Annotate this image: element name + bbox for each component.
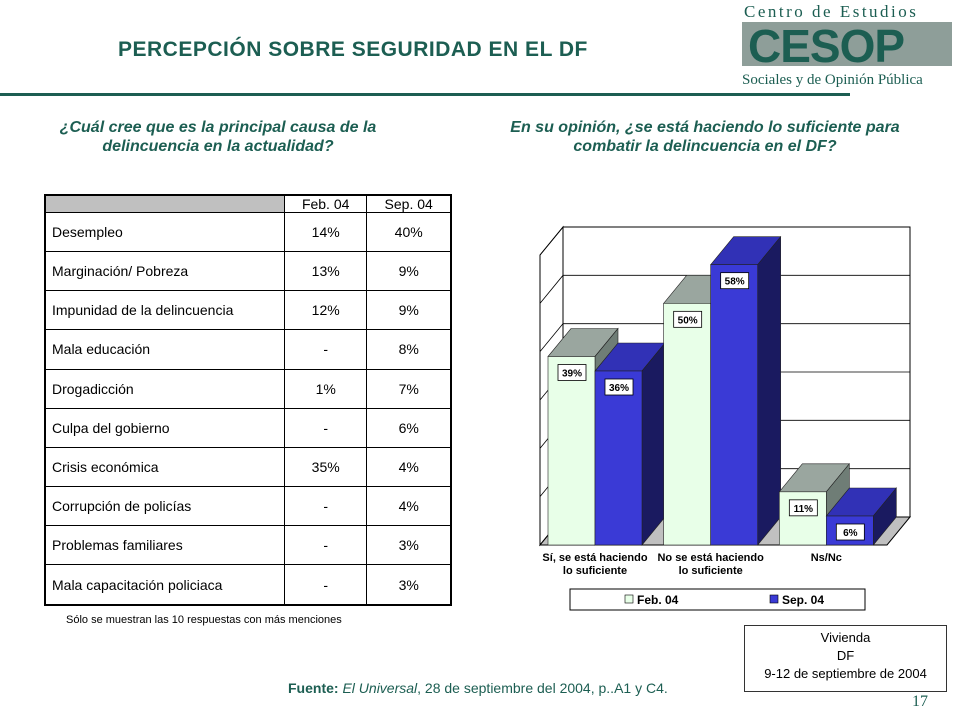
row-label: Mala educación: [44, 329, 285, 370]
row-label: Marginación/ Pobreza: [44, 251, 285, 292]
row-feb-value: 35%: [283, 446, 368, 487]
bar-label-box-0-1: [604, 378, 634, 396]
chart-gridline: [539, 226, 910, 256]
table-header-row: Feb. 04 Sep. 04: [44, 194, 452, 213]
legend-swatch-1: [769, 594, 779, 604]
table-row: Mala educación -8%: [44, 329, 452, 370]
logo-mark-background: [742, 22, 952, 66]
page-number: 17: [912, 693, 928, 710]
bar-value-label: 36%: [609, 383, 629, 394]
bar-side-1-1: [757, 235, 781, 546]
category-label: Ns/Nc: [811, 552, 842, 564]
bar-1-0: [663, 303, 711, 546]
survey-dates: 9-12 de septiembre de 2004: [764, 666, 927, 681]
causes-table: Feb. 04 Sep. 04 Desempleo 14% 40% Marginaci…: [44, 194, 452, 606]
row-feb-value: -: [283, 485, 368, 527]
table-header-blank: [44, 194, 285, 213]
row-sep-value: 40%: [366, 211, 452, 253]
source-publication: El Universal: [342, 680, 418, 696]
cesop-logo: Centro de Estudios CESOP Sociales y de O…: [742, 2, 952, 88]
bar-1-1: [710, 264, 758, 546]
row-label: Drogadicción: [44, 368, 285, 409]
row-sep-value: 8%: [366, 329, 452, 370]
logo-mark: CESOP: [748, 20, 904, 72]
bar-side-0-1: [641, 342, 666, 546]
row-feb-value: -: [283, 564, 368, 606]
row-feb-value: -: [283, 524, 368, 566]
row-feb-value: -: [283, 407, 368, 448]
table-row: Drogadicción 1% 7%: [44, 368, 452, 409]
category-label: Sí, se está haciendo: [542, 552, 647, 564]
source-details: , 28 de septiembre del 2004, p..A1 y C4.: [417, 680, 668, 696]
row-sep-value: 3%: [366, 564, 452, 606]
chart-gridline: [539, 274, 910, 304]
row-sep-value: 9%: [366, 251, 452, 292]
table-row: Desempleo 14% 40%: [44, 211, 452, 253]
category-label: lo suficiente: [679, 565, 743, 577]
row-label: Problemas familiares: [44, 524, 285, 566]
legend-swatch-0: [624, 594, 634, 604]
logo-line1: Centro de Estudios: [744, 2, 918, 21]
row-label: Crisis económica: [44, 446, 285, 487]
table-row: Crisis económica 35% 4%: [44, 446, 452, 487]
bar-0-1: [594, 370, 643, 546]
table-row: Problemas familiares -3%: [44, 524, 452, 566]
table-row: Corrupción de policías -4%: [44, 485, 452, 527]
row-feb-value: 1%: [283, 368, 368, 409]
chart-gridline: [539, 323, 910, 352]
header-divider: [0, 93, 850, 96]
row-feb-value: 14%: [283, 211, 368, 253]
bar-0-0: [547, 356, 596, 546]
row-feb-value: 12%: [283, 290, 368, 331]
row-label: Impunidad de la delincuencia: [44, 290, 285, 331]
right-question: En su opinión, ¿se está haciendo lo sufi…: [510, 119, 900, 155]
legend-label: Feb. 04: [637, 593, 679, 607]
bar-value-label: 50%: [678, 315, 698, 326]
source-citation: Fuente: El Universal, 28 de septiembre d…: [288, 680, 668, 696]
legend-label: Sep. 04: [782, 593, 824, 607]
table-row: Mala capacitación policiaca -3%: [44, 564, 452, 606]
bar-label-box-0-0: [557, 364, 587, 381]
row-feb-value: 13%: [283, 251, 368, 292]
bar-value-label: 11%: [794, 504, 814, 515]
table-row: Impunidad de la delincuencia 12% 9%: [44, 290, 452, 331]
row-sep-value: 6%: [366, 407, 452, 448]
row-feb-value: -: [283, 329, 368, 370]
bar-label-box-2-0: [788, 499, 818, 517]
bar-label-box-1-0: [673, 310, 703, 328]
bar-value-label: 39%: [562, 369, 582, 380]
survey-info-box: Vivienda DF 9-12 de septiembre de 2004: [744, 625, 947, 692]
row-sep-value: 3%: [366, 524, 452, 566]
row-sep-value: 4%: [366, 446, 452, 487]
table-row: Culpa del gobierno -6%: [44, 407, 452, 448]
source-prefix: Fuente:: [288, 680, 339, 696]
bar-value-label: 58%: [725, 277, 745, 288]
survey-location: DF: [836, 648, 855, 663]
col-header-sep: Sep. 04: [366, 194, 452, 213]
row-label: Corrupción de policías: [44, 485, 285, 527]
page-title: PERCEPCIÓN SOBRE SEGURIDAD EN EL DF: [118, 38, 588, 61]
bar-label-box-1-1: [720, 272, 750, 290]
row-sep-value: 7%: [366, 368, 452, 409]
row-label: Desempleo: [44, 211, 285, 253]
survey-type: Vivienda: [820, 630, 871, 645]
row-sep-value: 9%: [366, 290, 452, 331]
table-row: Marginación/ Pobreza 13% 9%: [44, 251, 452, 292]
row-label: Mala capacitación policiaca: [44, 564, 285, 606]
chart-legend: [569, 588, 866, 611]
col-header-feb: Feb. 04: [283, 194, 368, 213]
bar-value-label: 6%: [843, 528, 858, 539]
category-label: No se está haciendo: [657, 552, 764, 564]
category-label: lo suficiente: [563, 565, 627, 577]
bar-label-box-2-1: [835, 523, 865, 541]
logo-line2: Sociales y de Opinión Pública: [742, 72, 923, 88]
row-sep-value: 4%: [366, 485, 452, 527]
row-label: Culpa del gobierno: [44, 407, 285, 448]
left-question: ¿Cuál cree que es la principal causa de …: [59, 119, 377, 155]
table-note: Sólo se muestran las 10 respuestas con m…: [66, 614, 342, 626]
